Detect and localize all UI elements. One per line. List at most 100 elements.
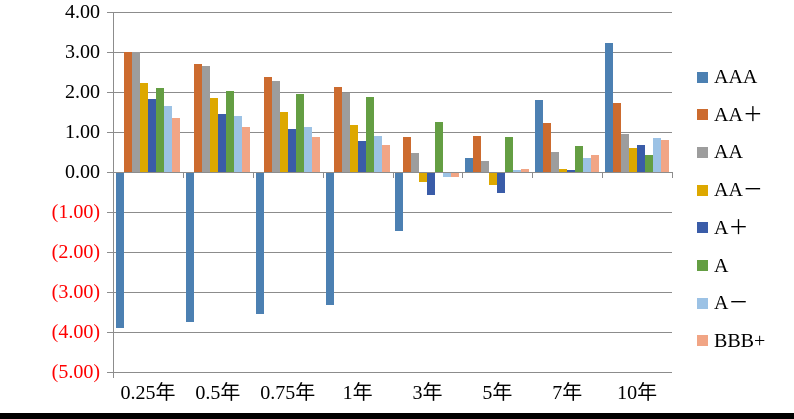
bar [147,99,156,172]
bar [513,170,522,172]
y-tick-label: (3.00) [51,281,100,303]
legend-label: AA－ [714,179,763,202]
y-axis-tick [107,132,113,133]
bar [551,151,560,172]
x-tick-label: 0.25年 [120,382,176,404]
bar [645,155,654,172]
bar [163,106,172,172]
y-tick-label: (2.00) [51,241,100,263]
legend-swatch [697,260,708,272]
bar [325,173,334,305]
bar [241,126,250,172]
y-axis-tick [107,52,113,53]
legend-swatch [697,71,708,83]
y-tick-label: (5.00) [51,361,100,383]
gridline [113,292,672,293]
bar [131,52,140,172]
y-tick-label: 3.00 [65,41,100,63]
x-axis-tick [602,172,604,178]
legend-swatch [697,109,708,121]
bar [497,173,506,194]
bar [575,146,584,172]
bar [279,112,288,172]
bar [481,160,490,172]
bar [629,148,638,172]
bar [123,52,132,172]
y-tick-label: (1.00) [51,201,100,223]
legend-label: A [714,254,729,277]
x-tick-label: 10年 [617,382,658,404]
bar [451,173,460,177]
bar [661,140,670,172]
x-tick-label: 1年 [342,382,373,404]
x-axis-tick [672,172,673,178]
x-axis-tick [392,172,394,178]
bar [333,87,342,172]
y-axis-tick [107,292,113,293]
bar [465,157,474,172]
bar [287,128,296,172]
bar [255,173,264,315]
bar [653,137,662,172]
bar [637,144,646,172]
x-axis-tick [113,172,114,178]
bar [419,173,428,182]
y-axis-tick [107,92,113,93]
legend-label: AAA [714,66,758,88]
x-tick-label: 5年 [482,382,513,404]
legend-item: AA－ [697,179,763,201]
bar [217,114,226,172]
bar [395,173,404,231]
bar [613,102,622,172]
y-tick-label: 1.00 [65,121,100,143]
x-tick-label: 3年 [412,382,443,404]
legend-item: AA＋ [697,104,763,126]
bar [193,64,202,172]
legend-swatch [697,335,708,347]
bar [115,173,124,329]
gridline [113,52,672,53]
legend-swatch [697,146,708,158]
legend-label: AA＋ [714,103,763,126]
bar [591,154,600,172]
legend-swatch [697,184,708,196]
y-tick-label: 0.00 [65,161,100,183]
y-axis-tick [107,12,113,13]
bar [403,136,412,172]
x-axis-tick [532,172,534,178]
y-tick-label: (4.00) [51,321,100,343]
bar [605,43,614,172]
y-tick-label: 2.00 [65,81,100,103]
y-axis-tick [107,332,113,333]
bar [521,169,530,172]
x-axis-tick [182,172,184,178]
y-tick-label: 4.00 [65,1,100,23]
bar [435,122,444,172]
bar [535,100,544,172]
bar [559,168,568,172]
bar [473,136,482,172]
legend-item: BBB+ [697,330,765,352]
bar [427,173,436,195]
legend-label: AA [714,141,743,164]
legend-item: AA [697,141,743,163]
legend-item: AAA [697,66,757,88]
bar [505,137,514,172]
legend-item: A＋ [697,217,748,239]
legend-swatch [697,222,708,234]
x-tick-label: 7年 [552,382,583,404]
gridline [113,372,672,373]
legend-label: A－ [714,292,749,315]
gridline [113,252,672,253]
bar [303,126,312,172]
bar [155,87,164,172]
y-axis-tick [107,372,113,373]
bar [621,133,630,172]
y-axis-tick [107,212,113,213]
bar [567,170,576,172]
bar [443,173,452,178]
bar [349,125,358,172]
bar [381,144,390,172]
y-axis-tick [107,172,113,173]
